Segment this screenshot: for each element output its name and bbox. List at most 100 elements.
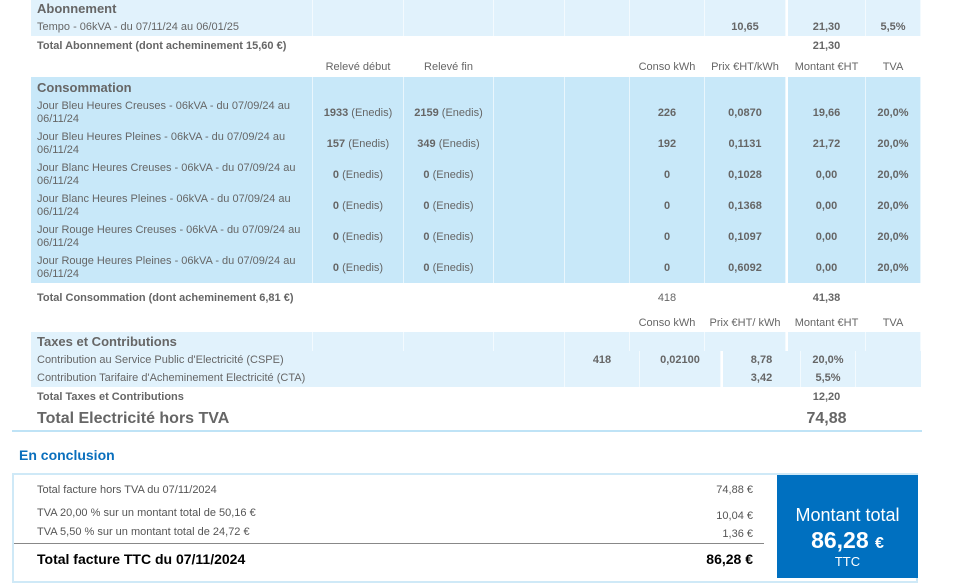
empty-cell <box>404 407 494 431</box>
empty-cell <box>630 387 705 407</box>
consommation-row: Jour Rouge Heures Creuses - 06kVA - du 0… <box>31 221 921 253</box>
abonnement-total-cell: Total Abonnement (dont acheminement 15,6… <box>31 36 313 56</box>
total-electricite-cell: 74,88 <box>786 407 866 431</box>
empty-cell <box>630 77 705 97</box>
empty-cell <box>866 332 921 351</box>
consommation-row-cell: 0,00 <box>786 159 866 190</box>
empty-cell <box>786 0 866 17</box>
consommation-row-cell: 19,66 <box>786 97 866 128</box>
empty-cell <box>404 283 494 313</box>
consommation-row-cell: 20,0% <box>866 190 921 221</box>
empty-cell <box>565 159 630 190</box>
abonnement-row-cell: 10,65 <box>705 17 786 36</box>
consommation-total: Total Consommation (dont acheminement 6,… <box>31 283 921 313</box>
consommation-row-cell: 0 (Enedis) <box>313 252 404 283</box>
empty-cell <box>565 36 630 56</box>
consommation-row-cell: 0,1097 <box>705 221 786 252</box>
column-headers-cell: Conso kWh <box>630 56 705 77</box>
empty-cell <box>313 36 404 56</box>
empty-cell <box>786 332 866 351</box>
taxes-row-cell <box>565 369 640 387</box>
empty-cell <box>313 332 404 351</box>
empty-cell <box>31 313 313 332</box>
empty-cell <box>630 17 705 36</box>
column-headers-cell: Relevé début <box>313 56 404 77</box>
consommation-row-cell: 0,1368 <box>705 190 786 221</box>
empty-cell <box>705 283 786 313</box>
consommation-row-cell: 20,0% <box>866 97 921 128</box>
consommation-section-header-cell: Consommation <box>31 77 313 97</box>
consommation-row-cell: 2159 (Enedis) <box>404 97 494 128</box>
consommation-row-cell: 349 (Enedis) <box>404 128 494 159</box>
taxes-section-header-cell: Taxes et Contributions <box>31 332 313 351</box>
empty-cell <box>565 332 630 351</box>
consommation-row-cell: 0,00 <box>786 221 866 252</box>
consommation-row-cell: 0,6092 <box>705 252 786 283</box>
empty-cell <box>494 283 565 313</box>
taxes-row-cell: 8,78 <box>721 351 801 369</box>
consommation-row-cell: 0 (Enedis) <box>404 190 494 221</box>
consommation-row-cell: 0,1131 <box>705 128 786 159</box>
taxes-row-cell <box>640 369 721 387</box>
total-amount-box: Montant total 86,28 € TTC <box>777 475 918 578</box>
empty-cell <box>404 313 494 332</box>
tva20-label: TVA 20,00 % sur un montant total de 50,1… <box>37 507 256 519</box>
consommation-row-cell: 20,0% <box>866 128 921 159</box>
ttc-label: Total facture TTC du 07/11/2024 <box>37 551 246 567</box>
consommation-total-cell: 418 <box>630 283 705 313</box>
column-headers-cell: TVA <box>866 56 921 77</box>
consommation-row-cell: 20,0% <box>866 159 921 190</box>
consommation-row: Jour Rouge Heures Pleines - 06kVA - du 0… <box>31 252 921 284</box>
consommation-row: Jour Bleu Heures Creuses - 06kVA - du 07… <box>31 97 921 129</box>
empty-cell <box>866 387 921 407</box>
empty-cell <box>404 0 494 17</box>
empty-cell <box>494 77 565 97</box>
empty-cell <box>494 387 565 407</box>
empty-cell <box>313 407 404 431</box>
empty-cell <box>866 407 921 431</box>
empty-cell <box>404 77 494 97</box>
consommation-row-cell: 0 (Enedis) <box>313 190 404 221</box>
consommation-row-cell: 157 (Enedis) <box>313 128 404 159</box>
taxes-row: Contribution au Service Public d'Electri… <box>31 351 921 369</box>
taxes-total-cell: Total Taxes et Contributions <box>31 387 313 407</box>
empty-cell <box>565 190 630 221</box>
empty-cell <box>313 17 404 36</box>
consommation-row-cell: 0 <box>630 221 705 252</box>
column-headers-cell: Montant €HT <box>786 56 866 77</box>
taxes-row-cell: 5,5% <box>801 369 856 387</box>
empty-cell <box>494 252 565 283</box>
empty-cell <box>866 283 921 313</box>
tva55-value: 1,36 € <box>722 528 753 540</box>
total-box-amount: 86,28 <box>811 527 869 553</box>
total-electricite-cell: Total Electricité hors TVA <box>31 407 313 431</box>
empty-cell <box>866 0 921 17</box>
empty-cell <box>565 407 630 431</box>
empty-cell <box>705 77 786 97</box>
taxes-row: Contribution Tarifaire d'Acheminement El… <box>31 369 921 387</box>
empty-cell <box>705 36 786 56</box>
empty-cell <box>313 0 404 17</box>
empty-cell <box>630 407 705 431</box>
taxes-row-cell: Contribution au Service Public d'Electri… <box>31 351 565 369</box>
column-headers-cell: Relevé fin <box>404 56 494 77</box>
total-box-currency: € <box>875 535 884 552</box>
empty-cell <box>565 17 630 36</box>
empty-cell <box>630 332 705 351</box>
consommation-row-cell: 0 (Enedis) <box>313 159 404 190</box>
taxes-row-cell: 0,02100 <box>640 351 721 369</box>
empty-cell <box>494 56 565 77</box>
column-headers: Relevé début Relevé fin Conso kWh Prix €HT/… <box>31 56 921 77</box>
abonnement-section-header: Abonnement <box>31 0 921 17</box>
tva20-value: 10,04 € <box>716 510 753 522</box>
empty-cell <box>313 283 404 313</box>
column-headers-taxes: Conso kWh Prix €HT/ kWh Montant €HT TVA <box>31 313 921 332</box>
consommation-row-cell: 0 (Enedis) <box>404 221 494 252</box>
taxes-row-cell: 3,42 <box>721 369 801 387</box>
empty-cell <box>565 0 630 17</box>
empty-cell <box>705 387 786 407</box>
consommation-row-cell: 20,0% <box>866 221 921 252</box>
consommation-row-cell: Jour Rouge Heures Pleines - 06kVA - du 0… <box>31 252 313 283</box>
abonnement-row: Tempo - 06kVA - du 07/11/24 au 06/01/25 1… <box>31 17 921 36</box>
empty-cell <box>494 221 565 252</box>
